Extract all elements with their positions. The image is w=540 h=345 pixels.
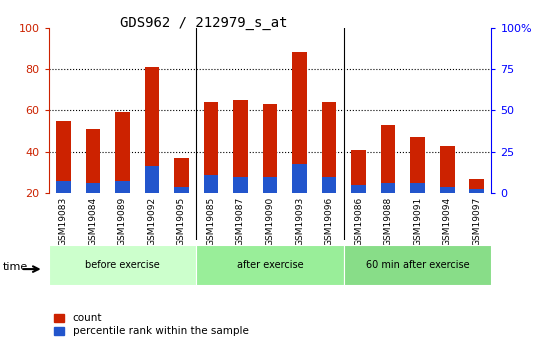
Bar bbox=[381, 183, 395, 193]
Bar bbox=[56, 181, 71, 193]
Bar bbox=[204, 102, 218, 193]
Bar bbox=[469, 179, 484, 193]
Text: GDS962 / 212979_s_at: GDS962 / 212979_s_at bbox=[120, 16, 287, 30]
Text: GSM19090: GSM19090 bbox=[266, 197, 274, 246]
Bar bbox=[410, 183, 425, 193]
Bar bbox=[322, 102, 336, 193]
Bar bbox=[292, 52, 307, 193]
Text: GSM19096: GSM19096 bbox=[325, 197, 334, 246]
Bar bbox=[115, 181, 130, 193]
Bar bbox=[233, 177, 248, 193]
Bar bbox=[115, 112, 130, 193]
Bar bbox=[292, 164, 307, 193]
Bar bbox=[233, 100, 248, 193]
Bar bbox=[85, 129, 100, 193]
Text: GSM19085: GSM19085 bbox=[206, 197, 215, 246]
Bar bbox=[381, 125, 395, 193]
Bar bbox=[440, 187, 455, 193]
Text: GSM19097: GSM19097 bbox=[472, 197, 481, 246]
Bar bbox=[174, 158, 189, 193]
Text: GSM19088: GSM19088 bbox=[383, 197, 393, 246]
Text: GSM19092: GSM19092 bbox=[147, 197, 157, 246]
Text: GSM19084: GSM19084 bbox=[89, 197, 97, 246]
Bar bbox=[351, 185, 366, 193]
Bar bbox=[440, 146, 455, 193]
Text: GSM19089: GSM19089 bbox=[118, 197, 127, 246]
Bar bbox=[145, 67, 159, 193]
Bar bbox=[262, 177, 278, 193]
Bar bbox=[322, 177, 336, 193]
Text: GSM19091: GSM19091 bbox=[413, 197, 422, 246]
Bar bbox=[174, 187, 189, 193]
Bar bbox=[204, 175, 218, 193]
Bar bbox=[56, 121, 71, 193]
Text: GSM19087: GSM19087 bbox=[236, 197, 245, 246]
Text: GSM19086: GSM19086 bbox=[354, 197, 363, 246]
Bar bbox=[410, 137, 425, 193]
Text: 60 min after exercise: 60 min after exercise bbox=[366, 260, 469, 270]
Bar bbox=[262, 104, 278, 193]
Bar bbox=[85, 183, 100, 193]
Text: GSM19095: GSM19095 bbox=[177, 197, 186, 246]
Text: GSM19083: GSM19083 bbox=[59, 197, 68, 246]
Bar bbox=[145, 166, 159, 193]
Bar bbox=[351, 150, 366, 193]
Text: after exercise: after exercise bbox=[237, 260, 303, 270]
Legend: count, percentile rank within the sample: count, percentile rank within the sample bbox=[54, 313, 248, 336]
Text: GSM19094: GSM19094 bbox=[443, 197, 451, 246]
Bar bbox=[469, 189, 484, 193]
Text: before exercise: before exercise bbox=[85, 260, 160, 270]
Text: GSM19093: GSM19093 bbox=[295, 197, 304, 246]
Text: time: time bbox=[3, 263, 28, 272]
